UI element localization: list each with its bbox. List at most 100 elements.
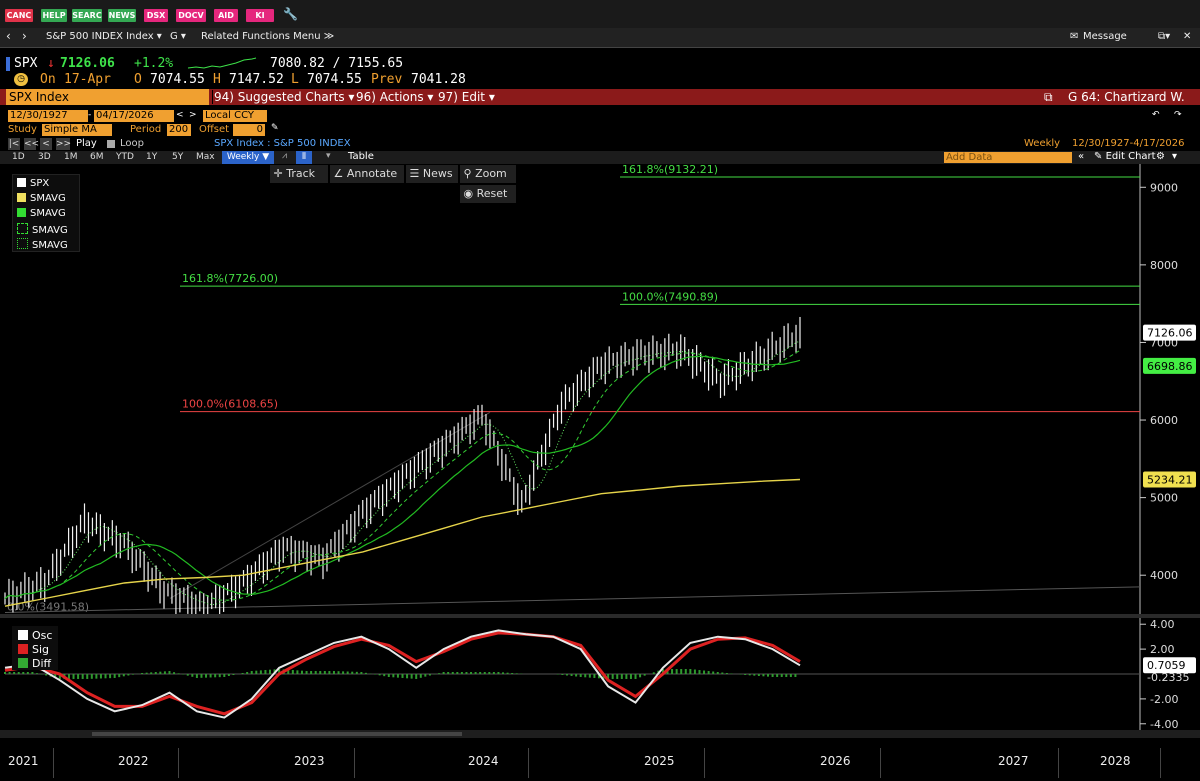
dsx-key[interactable]: DSX xyxy=(144,9,168,22)
sma-200-line[interactable] xyxy=(4,478,801,607)
pencil-icon[interactable]: ✎ xyxy=(271,123,279,133)
actions-menu[interactable]: 96) Actions ▾ xyxy=(356,90,434,104)
currency-select[interactable]: Local CCY xyxy=(203,110,267,122)
trendline[interactable] xyxy=(4,586,1141,613)
first-icon[interactable]: |< xyxy=(8,138,20,150)
sma-mid-line[interactable] xyxy=(4,349,801,601)
chart-type-icon[interactable]: ⩘ xyxy=(282,151,288,161)
quote-ticker: SPX xyxy=(14,56,38,71)
sma-short-line[interactable] xyxy=(4,340,801,606)
scrollbar-thumb[interactable] xyxy=(92,732,462,736)
period-button-1y[interactable]: 1Y xyxy=(146,152,158,162)
day-range: 7080.82 / 7155.65 xyxy=(270,56,404,71)
envelope-icon[interactable]: ✉ xyxy=(1070,31,1079,42)
undo-icon[interactable]: ↶ xyxy=(1152,110,1160,120)
date-prev-icon[interactable]: < xyxy=(176,110,184,120)
legend-item[interactable]: SMAVG xyxy=(17,238,68,251)
forward-arrow-icon[interactable]: › xyxy=(22,29,27,43)
bar-type-icon[interactable]: ⫴ xyxy=(296,151,312,164)
period-field[interactable]: 200 xyxy=(167,124,191,136)
offset-field[interactable]: 0 xyxy=(233,124,265,136)
news-button[interactable]: ☰ News xyxy=(406,165,458,183)
settings-icon[interactable]: ⚙ xyxy=(1156,151,1165,162)
period-button-1m[interactable]: 1M xyxy=(64,152,78,162)
loop-checkbox[interactable] xyxy=(107,140,115,148)
scrollbar[interactable] xyxy=(0,730,1200,738)
ticker-menu[interactable]: S&P 500 INDEX Index ▾ xyxy=(46,31,162,42)
frequency-select[interactable]: Weekly ▼ xyxy=(222,151,274,164)
back-icon[interactable]: < xyxy=(40,138,52,150)
legend-item[interactable]: SMAVG xyxy=(17,208,66,220)
redo-icon[interactable]: ↷ xyxy=(1174,110,1182,120)
wrench-icon[interactable]: 🔧 xyxy=(283,7,298,21)
chart-menu-icon[interactable]: ▾ xyxy=(1172,151,1178,162)
security-field[interactable]: SPX Index xyxy=(6,89,209,105)
play-button[interactable]: Play xyxy=(76,138,97,149)
start-date-field[interactable]: 12/30/1927 xyxy=(8,110,88,122)
oscillator-legend: Osc Sig Diff xyxy=(12,626,58,670)
reset-button[interactable]: ◉ Reset xyxy=(460,185,516,203)
message-button[interactable]: Message xyxy=(1083,31,1127,42)
end-date-field[interactable]: 04/17/2026 xyxy=(94,110,174,122)
help-key[interactable]: HELP xyxy=(41,9,67,22)
annotate-button[interactable]: ∠ Annotate xyxy=(330,165,404,183)
table-button[interactable]: Table xyxy=(348,151,374,162)
oscillator-legend-item[interactable]: Osc xyxy=(18,629,52,642)
legend-item[interactable]: SMAVG xyxy=(17,193,66,205)
edit-menu[interactable]: 97) Edit ▾ xyxy=(438,90,495,104)
reset-label: Reset xyxy=(476,187,508,200)
trendline[interactable] xyxy=(169,411,491,599)
prev-value: 7041.28 xyxy=(411,72,466,87)
spx-price-bars[interactable] xyxy=(4,316,801,614)
period-button-5y[interactable]: 5Y xyxy=(172,152,184,162)
back-arrow-icon[interactable]: ‹ xyxy=(6,29,11,43)
legend-item[interactable]: SMAVG xyxy=(17,223,68,236)
docv-key[interactable]: DOCV xyxy=(176,9,206,22)
legend-swatch xyxy=(17,193,26,202)
period-button-ytd[interactable]: YTD xyxy=(116,152,134,162)
period-button-3d[interactable]: 3D xyxy=(38,152,51,162)
legend-label: SMAVG xyxy=(30,208,66,219)
panel-divider[interactable] xyxy=(0,614,1200,618)
step-back-icon[interactable]: << xyxy=(24,138,40,150)
x-divider xyxy=(880,748,881,778)
track-button[interactable]: ✛ Track xyxy=(270,165,328,183)
canc-key[interactable]: CANC xyxy=(5,9,33,22)
study-select[interactable]: Simple MA xyxy=(42,124,112,136)
collapse-icon[interactable]: « xyxy=(1078,151,1085,162)
oscillator-legend-item[interactable]: Diff xyxy=(18,657,51,670)
legend-swatch xyxy=(17,178,26,187)
window-menu-icon[interactable]: ⧉▾ xyxy=(1158,31,1171,42)
legend-item[interactable]: SPX xyxy=(17,178,49,190)
chart-type-dropdown-icon[interactable]: ▾ xyxy=(326,151,331,161)
prev-label: Prev xyxy=(371,72,403,87)
oscillator-legend-item[interactable]: Sig xyxy=(18,643,49,656)
date-next-icon[interactable]: > xyxy=(189,110,197,120)
forward-icon[interactable]: >> xyxy=(56,138,72,150)
period-button-6m[interactable]: 6M xyxy=(90,152,104,162)
period-button-max[interactable]: Max xyxy=(196,152,215,162)
osc-y-tick-label: -2.00 xyxy=(1150,693,1178,706)
diff-histogram[interactable] xyxy=(4,669,797,679)
add-data-input[interactable]: Add Data xyxy=(944,152,1072,163)
g-menu[interactable]: G ▾ xyxy=(170,31,186,42)
pin-icon[interactable]: ✕ xyxy=(1183,31,1192,42)
legend-label: Diff xyxy=(32,657,52,670)
external-link-icon[interactable]: ⧉ xyxy=(1044,90,1053,104)
period-button-1d[interactable]: 1D xyxy=(12,152,25,162)
zoom-button[interactable]: ⚲ Zoom xyxy=(460,165,516,183)
oscillator-chart[interactable]: 4.00 2.00 -2.00 -4.00 0.7059-0.2335 xyxy=(0,618,1200,730)
quote-date: 17-Apr xyxy=(64,72,111,87)
oscillator-line[interactable] xyxy=(4,629,801,719)
search-key[interactable]: SEARC xyxy=(72,9,102,22)
edit-chart-button[interactable]: ✎ Edit Chart xyxy=(1094,151,1156,162)
sma-long-line[interactable] xyxy=(4,355,801,599)
price-chart[interactable]: 900080007000600050004000161.8%(9132.21)1… xyxy=(0,164,1200,614)
axis-price-label: 5234.21 xyxy=(1143,471,1196,488)
news-key[interactable]: NEWS xyxy=(108,9,136,22)
ki-key[interactable]: KI xyxy=(246,9,274,22)
related-functions-menu[interactable]: Related Functions Menu ≫ xyxy=(201,31,335,42)
aid-key[interactable]: AID xyxy=(214,9,238,22)
axis-price-label: 7126.06 xyxy=(1143,324,1196,341)
suggested-charts-menu[interactable]: 94) Suggested Charts ▾ xyxy=(214,90,355,104)
